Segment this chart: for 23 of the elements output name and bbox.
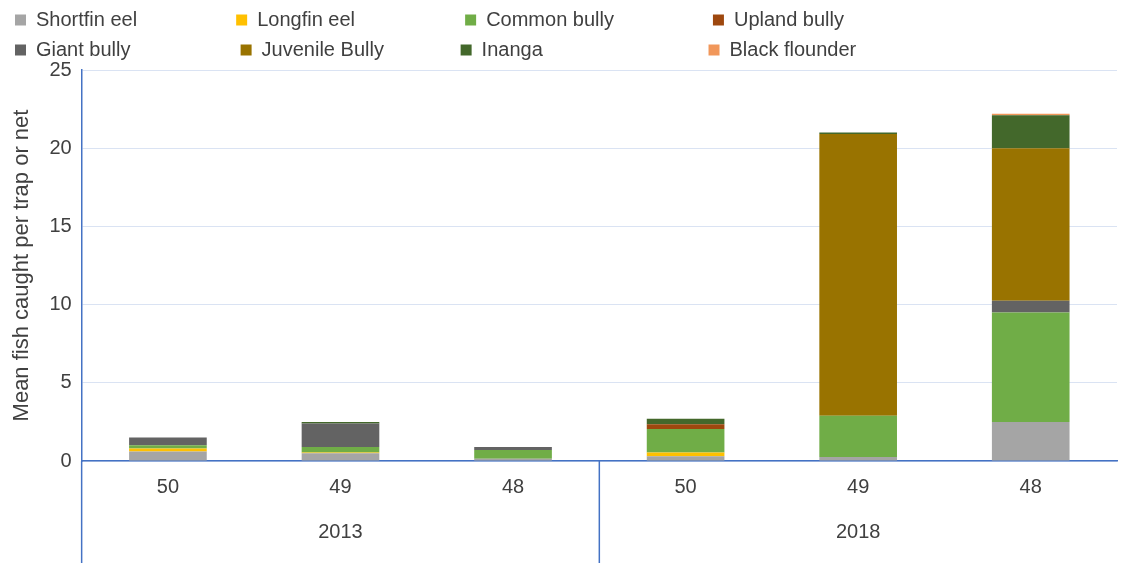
x-tick-label: 50 <box>156 474 180 497</box>
legend-label: Giant bully <box>36 37 231 60</box>
x-tick-label: 50 <box>674 474 697 497</box>
y-tick-label: 10 <box>49 292 72 315</box>
y-tick-label: 5 <box>60 370 72 393</box>
text: 2018 <box>835 519 881 542</box>
x-tick-label: 48 <box>501 474 525 497</box>
y-tick-label: 0 <box>60 448 72 471</box>
legend-label: Black flounder <box>729 37 923 60</box>
legend-label: Upland bully <box>733 7 933 30</box>
legend-label: Common bully <box>486 7 703 30</box>
y-axis-title: Mean fish caught per trap or net <box>8 109 34 422</box>
y-tick-label: 25 <box>49 57 72 80</box>
x-tick-label: 49 <box>847 474 870 497</box>
y-tick-label: 15 <box>49 213 72 236</box>
legend-label: Inanga <box>481 37 699 60</box>
x-tick-label: 49 <box>329 474 352 497</box>
legend-label: Juvenile Bully <box>261 37 451 60</box>
legend-label: Longfin eel <box>257 7 456 30</box>
x-tick-label: 48 <box>1019 474 1042 497</box>
text: 2013 <box>318 519 363 542</box>
legend-label: Shortfin eel <box>36 7 227 30</box>
y-tick-label: 20 <box>49 135 72 158</box>
